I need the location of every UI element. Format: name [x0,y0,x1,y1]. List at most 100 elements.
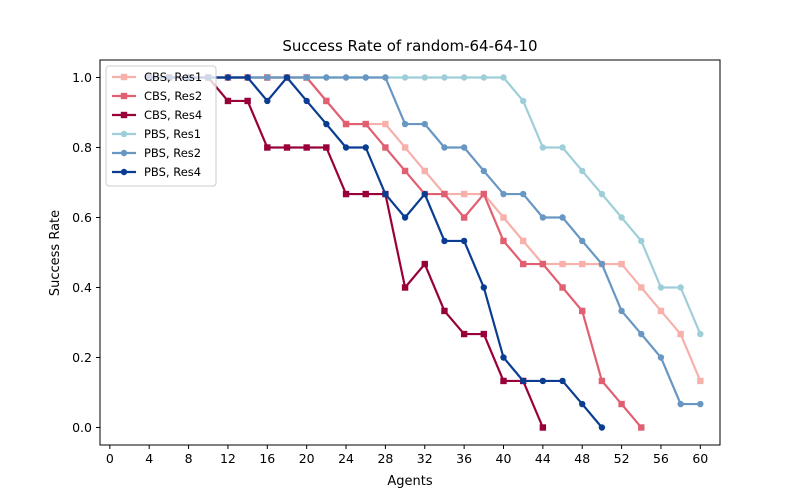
legend-entry-cbs-res4: CBS, Res4 [112,108,202,122]
y-tick-label: 0.0 [72,420,92,435]
data-point [441,307,448,315]
data-point [598,424,606,431]
data-point [500,377,507,385]
data-point [677,400,684,408]
data-point [362,120,369,128]
data-point [303,74,310,81]
data-point [500,74,507,81]
data-point [579,400,586,408]
data-point [421,120,428,128]
data-point [441,74,448,81]
data-point [323,144,330,151]
data-point [421,167,428,175]
data-point [342,144,350,151]
data-point [519,260,527,268]
data-point [421,74,428,81]
data-point [460,144,468,151]
legend-swatch-marker [120,111,128,119]
data-point [401,144,409,151]
x-tick-label: 28 [377,451,393,466]
legend-label: CBS, Res2 [144,89,202,103]
data-point [559,260,566,268]
data-point [480,167,488,175]
data-point [264,97,271,105]
y-tick-label: 0.6 [72,210,92,225]
data-point [657,284,665,291]
data-point [519,237,527,245]
data-point [638,424,645,431]
legend-swatch-marker [120,168,128,176]
data-point [657,307,665,315]
data-point [303,144,310,151]
legend: CBS, Res1 CBS, Res2 CBS, Res4 PBS, Res1 PBS,… [105,65,217,187]
x-tick-label: 32 [417,451,433,466]
data-point [480,284,488,291]
legend-label: PBS, Res1 [144,127,201,141]
data-point [697,377,704,385]
y-tick-label: 0.2 [72,350,92,365]
data-point [579,167,586,175]
x-tick-label: 60 [692,451,708,466]
x-tick-label: 24 [338,451,354,466]
x-tick-label: 4 [145,451,153,466]
data-point [283,144,291,151]
x-tick-label: 12 [220,451,236,466]
data-point [401,120,409,128]
y-tick-label: 0.8 [72,140,92,155]
data-point [460,330,468,338]
data-point [244,74,251,81]
data-point [618,214,625,221]
data-point [401,214,409,221]
data-point [519,97,527,105]
data-point [224,97,232,105]
x-tick-label: 48 [574,451,590,466]
data-point [362,74,369,81]
data-point [598,377,606,385]
data-point [460,74,468,81]
data-point [264,74,271,81]
data-point [638,330,645,338]
data-point [539,424,547,431]
x-tick-label: 44 [535,451,551,466]
data-point [638,237,645,245]
x-tick-label: 0 [106,451,114,466]
legend-label: CBS, Res4 [144,108,202,122]
data-point [323,120,330,128]
y-axis-label: Success Rate [48,210,63,296]
data-point [382,144,389,151]
data-point [559,144,566,151]
data-point [382,190,389,198]
x-tick-label: 56 [653,451,669,466]
y-tick-label: 1.0 [72,70,92,85]
data-point [401,167,409,175]
data-point [579,237,586,245]
data-point [638,284,645,291]
data-point [480,190,488,198]
data-point [559,377,566,385]
data-point [460,237,468,245]
legend-label: CBS, Res1 [144,70,202,84]
data-point [618,260,625,268]
data-point [441,237,448,245]
data-point [362,190,369,198]
series-pbs-res4 [146,74,606,431]
series-line-pbs-res4 [149,76,603,429]
x-tick-label: 40 [496,451,512,466]
data-point [401,284,409,291]
x-tick-label: 16 [259,451,275,466]
data-point [323,97,330,105]
data-point [539,214,547,221]
data-point [598,190,606,198]
legend-swatch-marker [120,149,128,157]
data-point [362,144,369,151]
data-point [500,214,507,221]
x-tick-label: 8 [185,451,193,466]
data-point [401,74,409,81]
data-point [342,74,350,81]
data-point [579,307,586,315]
data-point [480,330,488,338]
data-point [618,400,625,408]
legend-entry-pbs-res4: PBS, Res4 [112,165,201,179]
data-point [677,330,684,338]
